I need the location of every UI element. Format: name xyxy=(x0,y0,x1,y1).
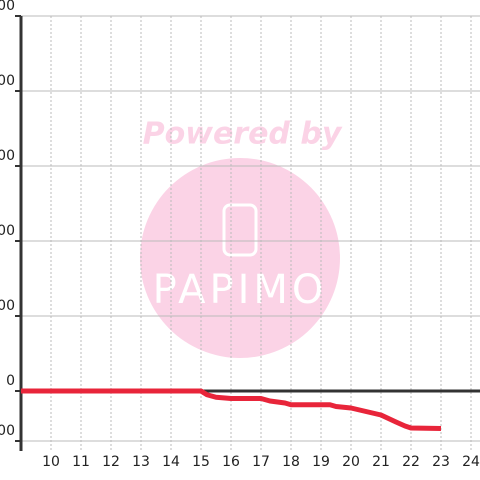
x-tick-label: 24 xyxy=(462,454,480,470)
watermark-brand: PAPIMO xyxy=(153,267,328,313)
y-tick-label: 90,000 xyxy=(0,148,15,164)
y-tick-label: 30,000 xyxy=(0,298,15,314)
watermark-phone xyxy=(222,203,258,257)
y-tick-label: -20,000 xyxy=(0,423,15,439)
watermark-caption: Powered by xyxy=(143,117,343,152)
x-tick-label: 19 xyxy=(312,454,330,470)
series-line xyxy=(21,388,442,431)
watermark-circle xyxy=(140,158,340,358)
x-tick-label: 11 xyxy=(72,454,90,470)
x-tick-label: 12 xyxy=(102,454,120,470)
x-tick-label: 18 xyxy=(282,454,300,470)
x-tick-label: 23 xyxy=(432,454,450,470)
x-tick-label: 13 xyxy=(132,454,150,470)
x-tick-label: 16 xyxy=(222,454,240,470)
x-tick-label: 17 xyxy=(252,454,270,470)
x-tick-label: 22 xyxy=(402,454,420,470)
y-tick-label: 150,000 xyxy=(0,0,15,14)
x-tick-label: 14 xyxy=(162,454,180,470)
x-tick-label: 10 xyxy=(42,454,60,470)
y-tick-label: 60,000 xyxy=(0,223,15,239)
x-tick-label: 15 xyxy=(192,454,210,470)
x-tick-label: 20 xyxy=(342,454,360,470)
x-tick-label: 21 xyxy=(372,454,390,470)
y-tick-label: 120,000 xyxy=(0,73,15,89)
y-tick-label: 0 xyxy=(6,373,15,389)
